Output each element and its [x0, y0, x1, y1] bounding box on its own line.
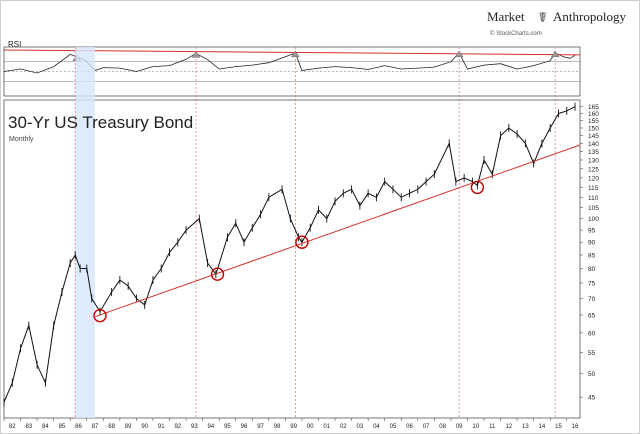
price-line — [3, 106, 576, 403]
y-tick-label: 160 — [588, 111, 599, 118]
x-tick-label: 15 — [555, 424, 562, 430]
brand-left: Market — [487, 9, 525, 24]
x-tick-label: 07 — [423, 424, 430, 430]
y-tick-label: 80 — [588, 266, 596, 273]
y-tick-label: 135 — [588, 149, 599, 156]
shaded-region — [75, 47, 96, 418]
x-tick-label: 92 — [174, 424, 181, 430]
x-tick-label: 97 — [257, 424, 264, 430]
x-tick-label: 94 — [208, 424, 215, 430]
touch-circle — [210, 267, 225, 281]
y-tick-label: 100 — [588, 216, 599, 223]
x-tick-label: 88 — [108, 424, 115, 430]
x-axis: 82 83 84 85 86 87 88 89 90 91 92 93 94 95 96 97 98 99 00 01… — [3, 418, 579, 430]
y-tick-label: 130 — [588, 157, 599, 164]
y-tick-label: 120 — [588, 175, 599, 182]
y-tick-label: 85 — [588, 252, 596, 259]
x-tick-label: 83 — [25, 424, 32, 430]
y-tick-label: 70 — [588, 296, 596, 303]
support-trend-line — [94, 144, 581, 318]
x-tick-label: 12 — [505, 424, 512, 430]
x-tick-label: 91 — [158, 424, 165, 430]
brand-right: Anthropology — [553, 9, 626, 24]
y-tick-label: 165 — [588, 104, 599, 111]
x-tick-label: 98 — [274, 424, 281, 430]
y-tick-label: 125 — [588, 166, 599, 173]
y-tick-label: 75 — [588, 280, 596, 287]
circle-layer — [93, 180, 485, 323]
rsi-peak-marker — [191, 51, 201, 58]
x-tick-label: 00 — [307, 424, 314, 430]
y-tick-label: 110 — [588, 195, 599, 202]
shade-layer — [75, 47, 96, 418]
touch-circle — [93, 308, 107, 323]
x-tick-label: 04 — [373, 424, 380, 430]
chart-title: 30-Yr US Treasury Bond — [8, 113, 193, 132]
x-tick-label: 84 — [42, 424, 49, 430]
y-tick-label: 145 — [588, 133, 599, 140]
x-tick-label: 13 — [522, 424, 529, 430]
y-tick-label: 95 — [588, 228, 596, 235]
x-tick-label: 93 — [191, 424, 198, 430]
x-tick-label: 85 — [59, 424, 66, 430]
x-tick-label: 09 — [456, 424, 463, 430]
x-tick-label: 96 — [241, 424, 248, 430]
y-tick-label: 45 — [588, 395, 596, 402]
y-tick-label: 115 — [588, 185, 599, 192]
y-tick-label: 90 — [588, 240, 596, 247]
x-tick-label: 05 — [390, 424, 397, 430]
price-layer — [3, 102, 576, 407]
x-tick-label: 03 — [357, 424, 364, 430]
y-tick-label: 140 — [588, 141, 599, 148]
trend-layer — [94, 144, 581, 318]
x-tick-label: 01 — [323, 424, 330, 430]
x-tick-label: 10 — [472, 424, 479, 430]
brand-logo-icon: ☤ — [538, 10, 547, 26]
chart-subtitle: Monthly — [9, 136, 34, 143]
x-tick-label: 87 — [92, 424, 99, 430]
rsi-label: RSI — [8, 40, 21, 49]
x-tick-label: 82 — [9, 424, 16, 430]
y-tick-label: 50 — [588, 371, 596, 378]
source-credit: © StockCharts.com — [490, 30, 542, 37]
x-tick-label: 16 — [572, 424, 579, 430]
x-tick-label: 95 — [224, 424, 231, 430]
x-tick-label: 02 — [340, 424, 347, 430]
x-tick-label: 06 — [406, 424, 413, 430]
y-tick-label: 65 — [588, 312, 596, 319]
x-tick-label: 90 — [141, 424, 148, 430]
y-tick-label: 150 — [588, 125, 599, 132]
touch-circle — [295, 235, 309, 249]
rsi-resistance-line — [3, 49, 581, 56]
y-tick-label: 155 — [588, 118, 599, 125]
x-tick-label: 89 — [125, 424, 132, 430]
x-tick-label: 99 — [290, 424, 297, 430]
x-tick-label: 08 — [439, 424, 446, 430]
y-tick-label: 55 — [588, 350, 596, 357]
main-panel-border — [3, 99, 581, 419]
x-tick-label: 86 — [75, 424, 82, 430]
y-axis: 45 50 55 60 65 70 75 80 85 90 95 100 105 110 115 120 125… — [580, 104, 599, 402]
x-tick-label: 11 — [489, 424, 496, 430]
marker-layer — [74, 47, 556, 418]
x-tick-label: 14 — [539, 424, 546, 430]
touch-circle — [470, 180, 485, 195]
y-tick-label: 105 — [588, 205, 599, 212]
y-tick-label: 60 — [588, 330, 596, 337]
